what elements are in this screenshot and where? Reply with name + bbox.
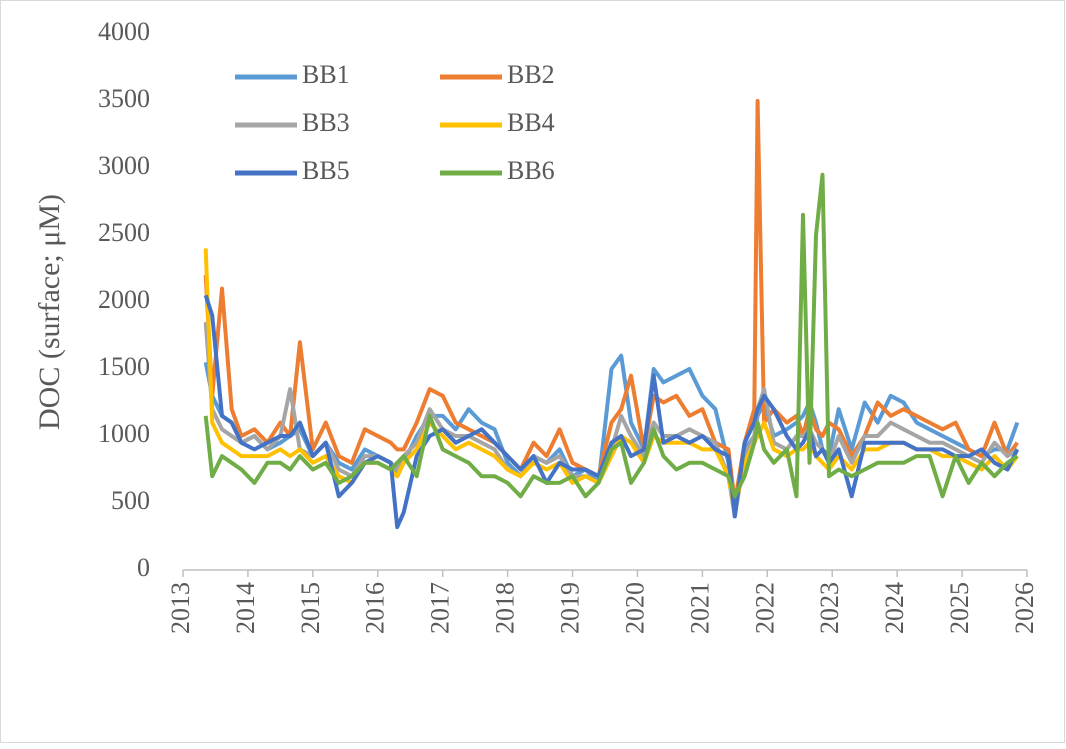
x-tick-label: 2020 bbox=[620, 582, 649, 634]
legend-label: BB4 bbox=[507, 108, 555, 137]
x-tick-label: 2016 bbox=[361, 582, 390, 634]
x-tick-label: 2018 bbox=[491, 582, 520, 634]
y-tick-label: 2500 bbox=[98, 218, 150, 247]
series-line bbox=[203, 353, 1020, 512]
series-line bbox=[203, 294, 1020, 530]
legend-label: BB5 bbox=[302, 156, 350, 185]
series-line bbox=[203, 321, 1019, 519]
legend-label: BB1 bbox=[302, 60, 350, 89]
x-tick-label: 2015 bbox=[296, 582, 325, 634]
x-tick-label: 2014 bbox=[231, 582, 260, 634]
y-tick-label: 3500 bbox=[98, 84, 150, 113]
y-tick-label: 2000 bbox=[98, 285, 150, 314]
legend-label: BB3 bbox=[302, 108, 350, 137]
y-tick-label: 1500 bbox=[98, 352, 150, 381]
x-tick-label: 2023 bbox=[815, 582, 844, 634]
x-tick-label: 2025 bbox=[945, 582, 974, 634]
x-tick-label: 2019 bbox=[556, 582, 585, 634]
x-tick-label: 2017 bbox=[426, 582, 455, 634]
y-tick-label: 3000 bbox=[98, 151, 150, 180]
x-tick-label: 2024 bbox=[880, 582, 909, 634]
series-line bbox=[203, 172, 1019, 499]
x-tick-label: 2026 bbox=[1010, 582, 1039, 634]
y-tick-label: 1000 bbox=[98, 419, 150, 448]
y-axis-label: DOC (surface; μM) bbox=[33, 194, 66, 430]
legend-label: BB2 bbox=[507, 60, 555, 89]
y-tick-label: 0 bbox=[137, 553, 150, 582]
x-tick-label: 2021 bbox=[685, 582, 714, 634]
legend-label: BB6 bbox=[507, 156, 555, 185]
y-tick-label: 4000 bbox=[98, 17, 150, 46]
x-tick-label: 2022 bbox=[750, 582, 779, 634]
x-tick-label: 2013 bbox=[166, 582, 195, 634]
y-tick-label: 500 bbox=[111, 486, 150, 515]
